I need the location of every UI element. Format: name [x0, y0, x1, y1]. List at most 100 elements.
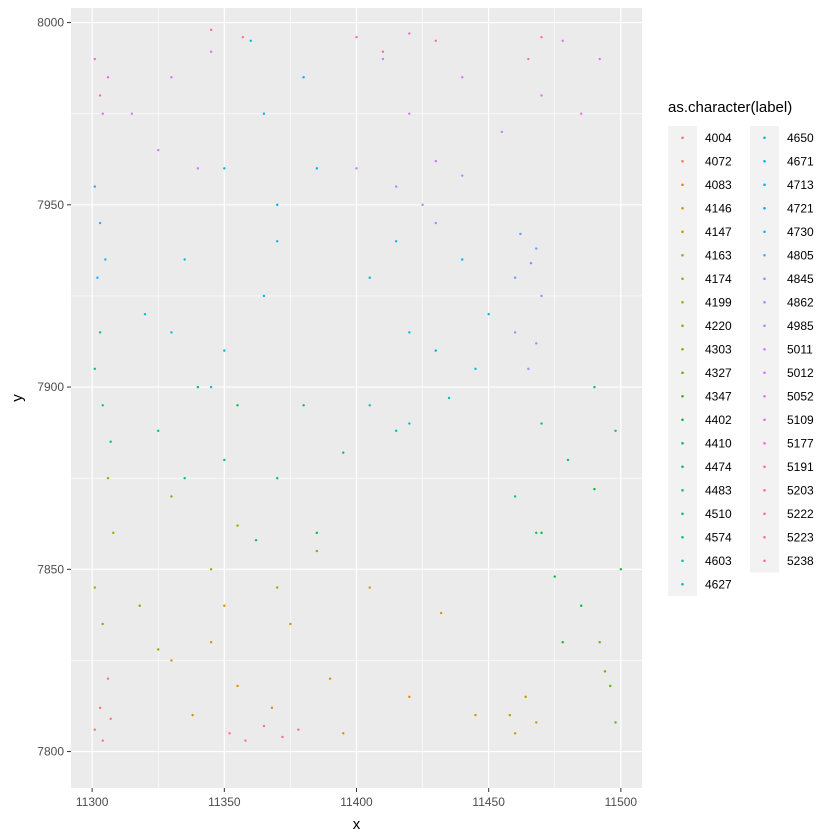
x-tick-label: 11450	[472, 795, 505, 809]
data-point	[98, 706, 102, 710]
legend-key	[763, 488, 766, 492]
data-point	[138, 604, 141, 607]
legend-key	[763, 559, 766, 563]
data-point	[191, 713, 194, 717]
legend-label: 4650	[787, 131, 814, 145]
data-point	[593, 487, 596, 491]
data-point	[579, 604, 583, 607]
data-point	[519, 232, 522, 236]
data-point	[98, 94, 102, 97]
y-axis-title: y	[9, 394, 26, 402]
data-point	[408, 112, 411, 115]
data-point	[434, 349, 438, 352]
data-point	[579, 112, 583, 115]
data-point	[508, 713, 512, 717]
data-point	[170, 331, 173, 334]
data-point	[275, 586, 279, 589]
legend: as.character(label) 4004 4072 4083 4146 4147…	[668, 99, 814, 596]
data-point	[408, 695, 411, 699]
legend-key	[763, 136, 766, 140]
legend-label: 5223	[787, 530, 814, 544]
legend-key	[763, 183, 766, 187]
data-point	[561, 641, 564, 644]
legend-label: 4174	[705, 272, 732, 286]
data-point	[474, 713, 477, 717]
data-point	[236, 404, 239, 407]
legend-label: 4603	[705, 554, 732, 568]
data-point	[394, 185, 398, 188]
legend-label: 4671	[787, 154, 814, 168]
legend-key	[681, 535, 684, 539]
data-point	[540, 531, 543, 535]
data-point	[209, 28, 213, 32]
legend-label: 4004	[705, 131, 732, 145]
data-point	[315, 167, 319, 170]
data-point	[513, 732, 517, 735]
y-tick-label: 7850	[37, 562, 64, 576]
legend-label: 4072	[705, 154, 732, 168]
data-point	[434, 159, 438, 163]
legend-label: 4862	[787, 295, 814, 309]
data-point	[98, 331, 102, 334]
legend-key	[681, 488, 684, 492]
legend-label: 4985	[787, 319, 814, 333]
legend-label: 5238	[787, 554, 814, 568]
major-gridlines	[71, 8, 642, 788]
data-point	[368, 586, 371, 589]
data-point	[368, 276, 371, 279]
legend-key	[763, 512, 766, 516]
legend-key	[763, 535, 766, 539]
data-point	[461, 174, 464, 177]
data-point	[236, 524, 239, 527]
y-tick-label: 8000	[37, 16, 64, 30]
data-point	[614, 721, 617, 724]
data-point	[170, 659, 173, 662]
data-point	[101, 622, 104, 626]
data-point	[223, 604, 226, 607]
data-point	[157, 429, 160, 433]
data-point	[262, 294, 266, 298]
legend-key	[681, 582, 684, 586]
legend-key	[681, 253, 684, 257]
data-point	[609, 684, 612, 688]
legend-key	[763, 394, 766, 398]
legend-key	[681, 300, 684, 304]
y-tick-label: 7950	[37, 198, 64, 212]
data-point	[381, 57, 385, 61]
data-point	[98, 221, 102, 225]
legend-key	[681, 206, 684, 210]
data-point	[561, 39, 564, 43]
legend-label: 4805	[787, 248, 814, 262]
data-point	[540, 294, 543, 298]
data-point	[109, 440, 112, 443]
legend-key	[763, 441, 766, 445]
data-point	[106, 476, 110, 480]
data-point	[157, 648, 160, 651]
y-tick-label: 7800	[37, 745, 64, 759]
data-point	[93, 367, 96, 371]
legend-key	[763, 277, 766, 281]
data-point	[93, 57, 96, 61]
legend-label: 5011	[787, 342, 813, 356]
data-point	[223, 349, 226, 352]
data-point	[474, 367, 477, 371]
data-point	[421, 203, 424, 207]
data-point	[368, 404, 371, 407]
data-point	[381, 50, 385, 53]
data-point	[104, 258, 107, 261]
data-point	[527, 57, 530, 61]
data-point	[297, 728, 300, 731]
data-point	[109, 717, 112, 720]
data-point	[524, 695, 527, 699]
legend-label: 4347	[705, 389, 732, 403]
legend-key	[763, 300, 766, 304]
legend-label: 5177	[787, 436, 814, 450]
legend-label: 4730	[787, 225, 814, 239]
data-point	[315, 531, 319, 535]
data-point	[529, 261, 533, 265]
legend-label: 4303	[705, 342, 732, 356]
data-points	[93, 28, 623, 742]
data-point	[112, 531, 115, 535]
legend-key	[763, 347, 766, 351]
x-axis-ticks: 11300 11350 11400 11450 11500	[76, 788, 637, 809]
